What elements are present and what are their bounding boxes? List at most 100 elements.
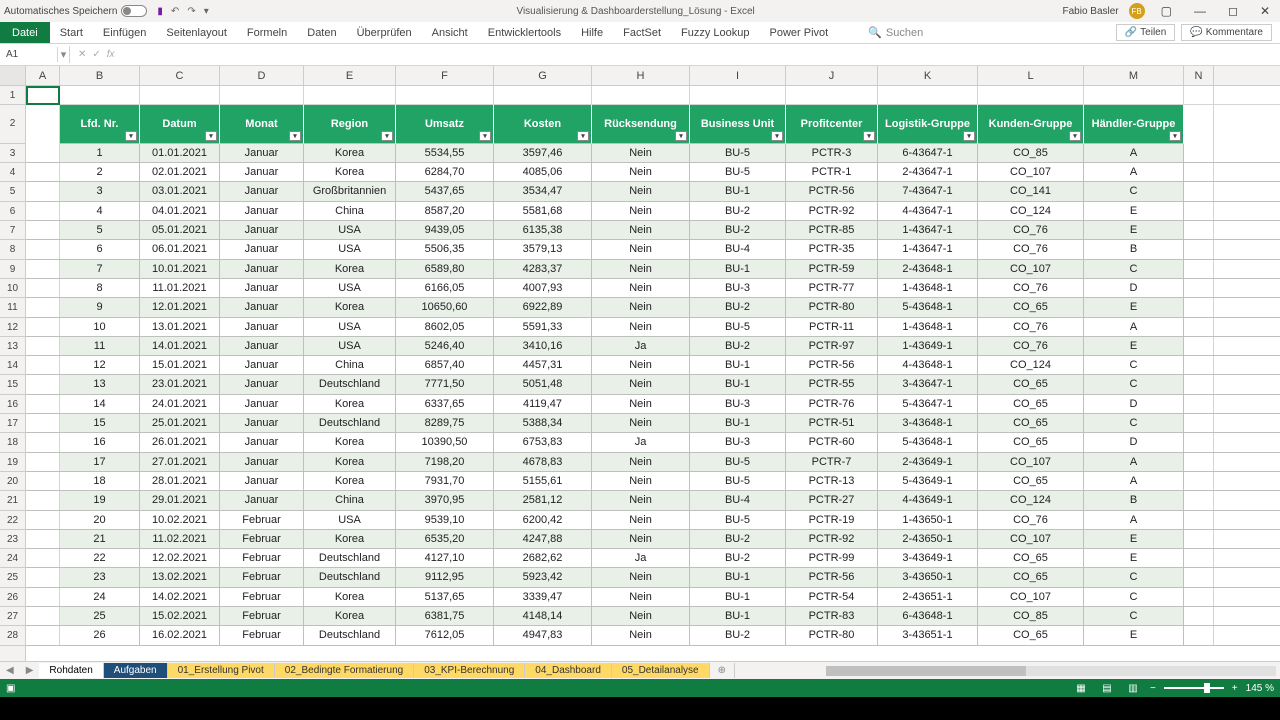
cell[interactable]: 11.02.2021 — [140, 530, 220, 548]
cell[interactable]: Nein — [592, 453, 690, 471]
cell[interactable] — [1184, 86, 1214, 104]
tab-einfuegen[interactable]: Einfügen — [93, 22, 156, 43]
cell[interactable]: Nein — [592, 395, 690, 413]
tab-seitenlayout[interactable]: Seitenlayout — [156, 22, 237, 43]
cell[interactable]: CO_124 — [978, 202, 1084, 220]
cell[interactable]: 13.01.2021 — [140, 318, 220, 336]
user-avatar-icon[interactable]: FB — [1129, 3, 1145, 19]
cell[interactable]: 6200,42 — [494, 511, 592, 529]
cell[interactable]: 26 — [60, 626, 140, 644]
cell[interactable] — [26, 105, 60, 144]
cell[interactable]: PCTR-35 — [786, 240, 878, 258]
zoom-slider[interactable] — [1164, 687, 1224, 689]
cell[interactable]: BU-4 — [690, 491, 786, 509]
cell[interactable]: USA — [304, 279, 396, 297]
cell[interactable]: Deutschland — [304, 626, 396, 644]
sheet-tab[interactable]: 05_Detailanalyse — [612, 663, 710, 678]
cell[interactable]: Januar — [220, 472, 304, 490]
cell[interactable] — [26, 472, 60, 490]
search-box[interactable]: 🔍 Suchen — [868, 26, 923, 39]
cell[interactable] — [1184, 144, 1214, 162]
cell[interactable]: 5506,35 — [396, 240, 494, 258]
cell[interactable] — [1184, 260, 1214, 278]
cell[interactable]: 4085,06 — [494, 163, 592, 181]
row-header[interactable]: 24 — [0, 549, 25, 568]
cell[interactable]: A — [1084, 511, 1184, 529]
cell[interactable]: 16.02.2021 — [140, 626, 220, 644]
cell[interactable]: Korea — [304, 453, 396, 471]
cell[interactable]: Januar — [220, 318, 304, 336]
cell[interactable]: USA — [304, 318, 396, 336]
cell[interactable] — [26, 86, 60, 104]
row-header[interactable]: 21 — [0, 491, 25, 510]
cell[interactable]: 2-43649-1 — [878, 453, 978, 471]
cell[interactable]: Großbritannien — [304, 182, 396, 200]
row-header[interactable]: 17 — [0, 414, 25, 433]
cell[interactable]: C — [1084, 375, 1184, 393]
cell[interactable]: 23 — [60, 568, 140, 586]
zoom-level[interactable]: 145 % — [1246, 683, 1274, 694]
filter-dropdown-icon[interactable]: ▾ — [771, 131, 783, 141]
cell[interactable]: BU-3 — [690, 395, 786, 413]
cell[interactable]: 3970,95 — [396, 491, 494, 509]
row-header[interactable]: 4 — [0, 163, 25, 182]
cell[interactable]: Nein — [592, 260, 690, 278]
cell[interactable]: Korea — [304, 260, 396, 278]
row-header[interactable]: 14 — [0, 356, 25, 375]
cell[interactable] — [1184, 530, 1214, 548]
cell[interactable]: CO_85 — [978, 607, 1084, 625]
cell[interactable] — [1084, 86, 1184, 104]
cell[interactable] — [1184, 221, 1214, 239]
cell[interactable]: 13 — [60, 375, 140, 393]
cell[interactable] — [26, 433, 60, 451]
row-header[interactable]: 9 — [0, 260, 25, 279]
cell[interactable] — [26, 568, 60, 586]
cell[interactable]: 5246,40 — [396, 337, 494, 355]
cell[interactable] — [26, 626, 60, 644]
cell[interactable]: Januar — [220, 375, 304, 393]
cell[interactable]: 5923,42 — [494, 568, 592, 586]
cell[interactable]: PCTR-54 — [786, 588, 878, 606]
horizontal-scrollbar[interactable] — [826, 666, 1276, 676]
cell[interactable] — [1184, 105, 1214, 144]
cell[interactable]: C — [1084, 607, 1184, 625]
cell[interactable]: 6857,40 — [396, 356, 494, 374]
cell[interactable]: Nein — [592, 202, 690, 220]
cell[interactable]: CO_76 — [978, 318, 1084, 336]
cell[interactable]: A — [1084, 163, 1184, 181]
cell[interactable]: PCTR-13 — [786, 472, 878, 490]
cell[interactable]: 10650,60 — [396, 298, 494, 316]
cell[interactable]: 10.01.2021 — [140, 260, 220, 278]
cell[interactable]: BU-1 — [690, 568, 786, 586]
row-header[interactable]: 16 — [0, 395, 25, 414]
cell[interactable]: Nein — [592, 414, 690, 432]
col-header[interactable]: N — [1184, 66, 1214, 85]
col-header[interactable]: B — [60, 66, 140, 85]
cell[interactable] — [690, 86, 786, 104]
cell[interactable]: CO_107 — [978, 163, 1084, 181]
cell[interactable]: Februar — [220, 607, 304, 625]
cell[interactable]: A — [1084, 144, 1184, 162]
row-header[interactable]: 28 — [0, 626, 25, 645]
cell[interactable]: Januar — [220, 395, 304, 413]
cell[interactable]: D — [1084, 279, 1184, 297]
filter-dropdown-icon[interactable]: ▾ — [289, 131, 301, 141]
cell[interactable]: Februar — [220, 588, 304, 606]
cell[interactable]: E — [1084, 202, 1184, 220]
cell[interactable]: Januar — [220, 240, 304, 258]
cell[interactable]: 6753,83 — [494, 433, 592, 451]
sheet-tab[interactable]: 02_Bedingte Formatierung — [275, 663, 414, 678]
cell[interactable]: PCTR-11 — [786, 318, 878, 336]
cell[interactable]: 5437,65 — [396, 182, 494, 200]
col-header[interactable]: H — [592, 66, 690, 85]
cell[interactable] — [220, 86, 304, 104]
cell[interactable] — [26, 337, 60, 355]
cell[interactable]: 26.01.2021 — [140, 433, 220, 451]
cell[interactable]: CO_76 — [978, 337, 1084, 355]
cell[interactable]: PCTR-19 — [786, 511, 878, 529]
cell[interactable]: USA — [304, 511, 396, 529]
cell[interactable]: BU-1 — [690, 182, 786, 200]
table-header-cell[interactable]: Profitcenter▾ — [786, 105, 878, 144]
name-box[interactable]: A1 — [0, 47, 58, 62]
cell[interactable]: D — [1084, 395, 1184, 413]
